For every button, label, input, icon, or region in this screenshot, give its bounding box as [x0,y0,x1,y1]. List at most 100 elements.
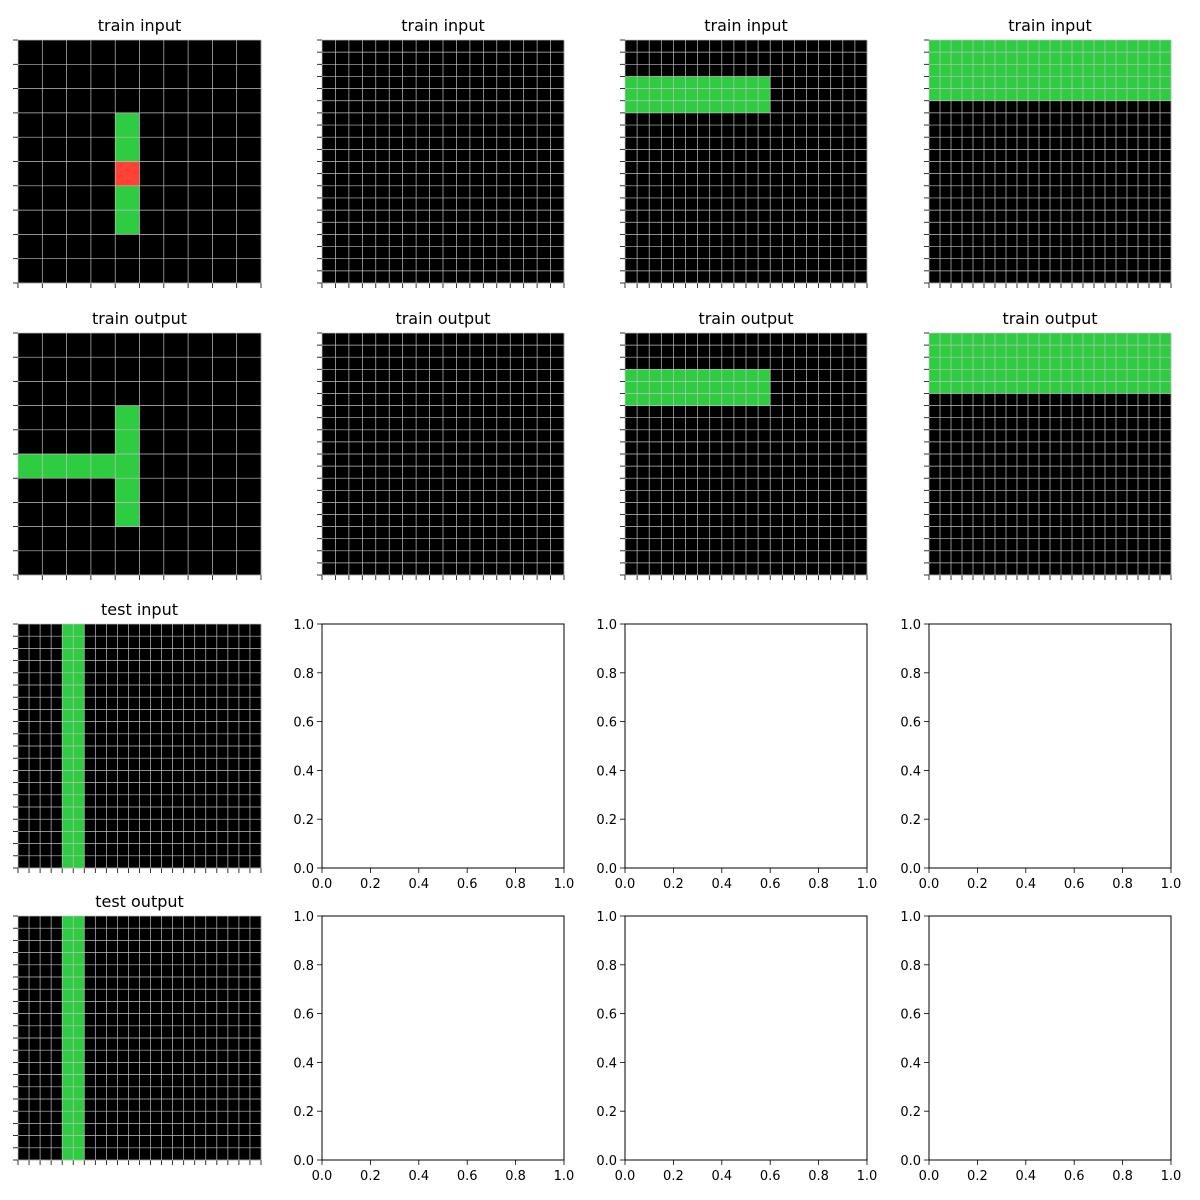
grid-cell [995,88,1007,102]
panel-7: train output [924,309,1172,580]
grid-cell [962,222,974,235]
grid-cell [830,161,844,174]
grid-cell [973,429,985,443]
grid-cell [40,989,52,1002]
grid-cell [456,454,471,467]
grid-cell [758,441,771,455]
grid-cell [115,234,140,259]
grid-cell [770,514,783,527]
grid-cell [758,52,771,65]
grid-cell [721,454,735,467]
grid-cell [929,369,941,382]
grid-cell [661,234,674,247]
grid-cell [758,234,771,247]
grid-cell [205,672,218,686]
grid-cell [929,234,941,247]
grid-cell [1039,345,1051,358]
grid-cell [443,246,457,259]
grid-cell [962,149,974,162]
grid-cell [1072,514,1084,527]
grid-cell [443,454,457,467]
grid-cell [66,258,92,284]
grid-cell [42,210,67,235]
grid-cell [806,550,819,564]
grid-cell [806,526,819,539]
grid-cell [637,52,650,65]
grid-cell [249,855,262,869]
grid-cell [523,64,538,77]
grid-cell [227,1111,240,1124]
grid-cell [117,624,129,637]
grid-cell [806,333,819,346]
grid-cell [322,100,336,114]
grid-cell [649,357,662,370]
grid-cell [1127,333,1139,346]
grid-cell [661,345,674,358]
grid-cell [416,490,430,503]
grid-cell [249,1050,262,1063]
grid-cell [402,258,417,272]
grid-cell [139,916,151,929]
grid-cell [625,88,638,102]
grid-cell [18,746,30,759]
grid-cell [205,685,218,698]
grid-cell [973,454,985,467]
grid-cell [212,185,237,211]
grid-cell [962,393,974,406]
panel-1: train input [317,16,565,288]
grid-cell [84,1050,96,1063]
grid-cell [1017,125,1029,138]
grid-cell [183,989,196,1002]
grid-cell [1061,405,1073,418]
grid-cell [746,88,759,102]
grid-cell [322,550,336,564]
panel-5: train output [317,309,565,580]
grid-cell [1072,173,1084,187]
grid-cell [29,952,41,966]
grid-cell [163,137,189,162]
grid-cell [322,64,336,77]
grid-cell [973,246,985,259]
grid-cell [1127,405,1139,418]
grid-cell [117,1062,129,1075]
grid-cell [984,112,996,126]
grid-cell [1094,137,1106,150]
grid-cell [429,550,444,564]
y-tick-label: 0.2 [900,813,921,828]
y-tick-label: 0.0 [596,862,617,877]
grid-cell [150,831,162,844]
grid-cell [1050,161,1062,174]
grid-cell [1072,197,1084,211]
grid-cell [962,234,974,247]
grid-cell [1050,258,1062,272]
grid-cell [951,112,963,126]
grid-cell [510,100,524,114]
grid-cell [429,64,444,77]
grid-cell [770,161,783,174]
grid-cell [984,417,996,431]
grid-cell [29,770,41,783]
grid-cell [18,770,30,783]
grid-cell [830,526,844,539]
grid-cell [66,478,92,503]
grid-cell [649,234,662,247]
grid-cell [216,636,229,649]
panel-title: train output [92,309,187,328]
grid-cell [550,270,565,284]
grid-cell [1072,52,1084,65]
grid-cell [1072,88,1084,102]
grid-cell [483,88,498,102]
grid-cell [62,721,74,735]
grid-cell [537,125,551,138]
grid-cell [236,550,262,576]
grid-cell [1006,258,1018,272]
grid-cell [117,807,129,820]
grid-cell [1094,417,1106,431]
grid-cell [523,161,538,174]
grid-cell [212,137,237,162]
grid-cell [416,112,430,126]
grid-cell [1105,466,1117,479]
grid-cell [1149,441,1161,455]
grid-cell [1127,454,1139,467]
grid-cell [1039,161,1051,174]
